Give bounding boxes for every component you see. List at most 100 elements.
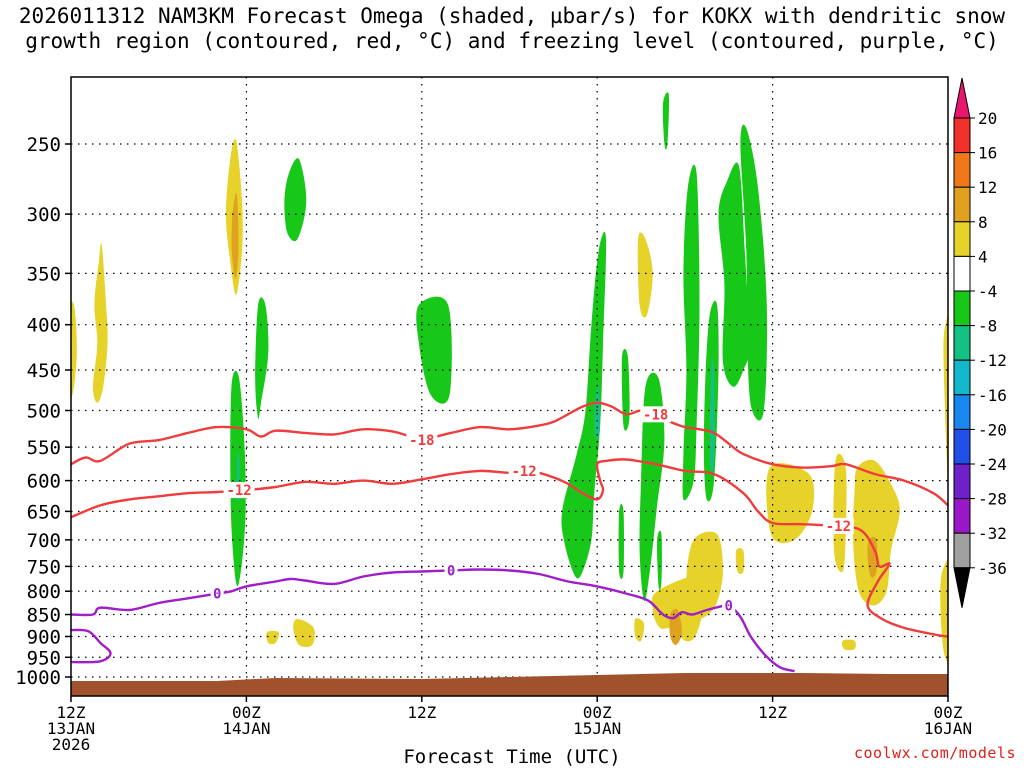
colorbar-swatch-2 — [953, 152, 971, 188]
colorbar-swatch-4 — [953, 221, 971, 257]
colorbar-swatch-6 — [953, 290, 971, 327]
x-tick-label-60-0: 00Z — [934, 703, 963, 722]
contour-line-3 — [71, 628, 112, 664]
contour-label-1-1: -12 — [511, 464, 536, 480]
y-tick-label-700: 700 — [27, 530, 61, 552]
chart-title-line2: growth region (contoured, red, °C) and f… — [25, 29, 999, 53]
contour-label-bg-2-0 — [210, 585, 224, 602]
grid-layer — [71, 77, 948, 696]
omega-shading-layer — [71, 92, 948, 664]
omega-region-19 — [709, 358, 715, 473]
contour-label-2-2: 0 — [725, 598, 733, 614]
omega-region-20 — [718, 162, 750, 387]
colorbar-label-6: -8 — [978, 317, 997, 336]
x-tick-label-36-0: 00Z — [583, 703, 612, 722]
colorbar-label-7: -12 — [978, 351, 1007, 370]
colorbar-swatch-8 — [953, 359, 971, 396]
omega-region-23 — [833, 453, 847, 573]
y-tick-label-350: 350 — [27, 263, 61, 285]
colorbar-swatch-5 — [953, 255, 971, 292]
colorbar-swatch-3 — [953, 186, 971, 223]
omega-region-14 — [656, 530, 662, 591]
omega-region-24 — [852, 459, 900, 606]
colorbar-label-5: -4 — [978, 282, 997, 301]
x-tick-label-0-2: 2026 — [52, 735, 91, 754]
x-tick-label-48-0: 12Z — [758, 703, 787, 722]
contour-line-1 — [71, 458, 948, 638]
x-tick-label-12-1: 14JAN — [222, 719, 270, 738]
omega-region-5 — [255, 297, 269, 420]
y-tick-label-750: 750 — [27, 556, 61, 578]
colorbar: 20 16 12 8 4 -4 -8 -12 -16 -20 -24 -28 -32 -36 — [953, 77, 1007, 608]
x-axis-title: Forecast Time (UTC) — [403, 746, 621, 768]
terrain-surface — [71, 673, 948, 696]
omega-region-16 — [682, 164, 700, 501]
omega-region-1 — [92, 242, 108, 403]
colorbar-label-2: 12 — [978, 178, 997, 197]
colorbar-label-8: -16 — [978, 386, 1007, 405]
contour-label-bg-1-1 — [508, 462, 540, 479]
colorbar-swatch-10 — [953, 428, 971, 465]
contour-label-bg-2-1 — [444, 562, 458, 579]
omega-region-12 — [618, 503, 625, 579]
colorbar-swatch-1 — [953, 117, 971, 154]
contour-line-0 — [71, 401, 948, 507]
omega-region-31 — [634, 618, 645, 642]
x-tick-label-12-0: 00Z — [232, 703, 261, 722]
omega-region-26 — [943, 311, 948, 486]
axes-layer: 2503003504004505005506006507007508008509… — [15, 76, 972, 754]
omega-region-4 — [284, 158, 307, 242]
y-tick-label-850: 850 — [27, 605, 61, 627]
chart-title: 2026011312 NAM3KM Forecast Omega (shaded… — [0, 4, 1024, 54]
colorbar-bottom-arrow — [953, 567, 971, 608]
contour-label-1-0: -12 — [226, 483, 251, 499]
contour-label-2-0: 0 — [213, 587, 221, 603]
contour-label-1-2: -12 — [826, 519, 851, 535]
omega-region-35 — [735, 548, 745, 575]
contour-label-bg-1-0 — [223, 482, 255, 499]
y-tick-label-500: 500 — [27, 401, 61, 423]
contour-layer: -18 -18 -12 -12 -12 0 0 0 — [71, 401, 948, 673]
y-tick-label-250: 250 — [27, 134, 61, 156]
y-tick-label-1000: 1000 — [15, 667, 61, 689]
omega-region-34 — [841, 639, 856, 651]
colorbar-label-0: 20 — [978, 109, 997, 128]
colorbar-swatch-12 — [953, 498, 971, 534]
terrain-layer — [71, 673, 948, 696]
colorbar-label-1: 16 — [978, 144, 997, 163]
omega-region-21 — [740, 124, 768, 421]
omega-region-0 — [71, 301, 77, 400]
colorbar-label-4: 4 — [978, 247, 988, 266]
y-tick-label-450: 450 — [27, 360, 61, 382]
omega-region-29 — [651, 576, 705, 642]
omega-region-33 — [266, 630, 279, 645]
contour-label-2-1: 0 — [447, 563, 455, 579]
colorbar-label-9: -20 — [978, 420, 1007, 439]
omega-region-13 — [639, 372, 665, 602]
y-tick-label-950: 950 — [27, 647, 61, 669]
colorbar-label-13: -36 — [978, 559, 1007, 578]
omega-region-15 — [662, 92, 670, 150]
contour-label-bg-0-1 — [640, 406, 672, 423]
y-tick-label-400: 400 — [27, 315, 61, 337]
x-tick-label-0-1: 13JAN — [47, 719, 95, 738]
plot-frame — [70, 76, 949, 697]
colorbar-swatch-9 — [953, 394, 971, 430]
omega-region-25 — [867, 536, 878, 578]
y-tick-label-900: 900 — [27, 626, 61, 648]
colorbar-swatch-13 — [953, 532, 971, 569]
omega-region-17 — [637, 232, 653, 318]
colorbar-label-11: -28 — [978, 490, 1007, 509]
contour-label-bg-0-0 — [406, 432, 438, 449]
colorbar-label-12: -32 — [978, 524, 1007, 543]
credit-text: coolwx.com/models — [853, 744, 1016, 762]
x-tick-label-36-1: 15JAN — [573, 719, 621, 738]
colorbar-swatch-11 — [953, 463, 971, 500]
x-tick-label-0-0: 12Z — [57, 703, 86, 722]
contour-label-bg-2-2 — [722, 597, 736, 614]
contour-label-0-0: -18 — [409, 433, 434, 449]
y-tick-label-300: 300 — [27, 204, 61, 226]
y-tick-label-600: 600 — [27, 471, 61, 493]
omega-region-9 — [561, 231, 607, 579]
